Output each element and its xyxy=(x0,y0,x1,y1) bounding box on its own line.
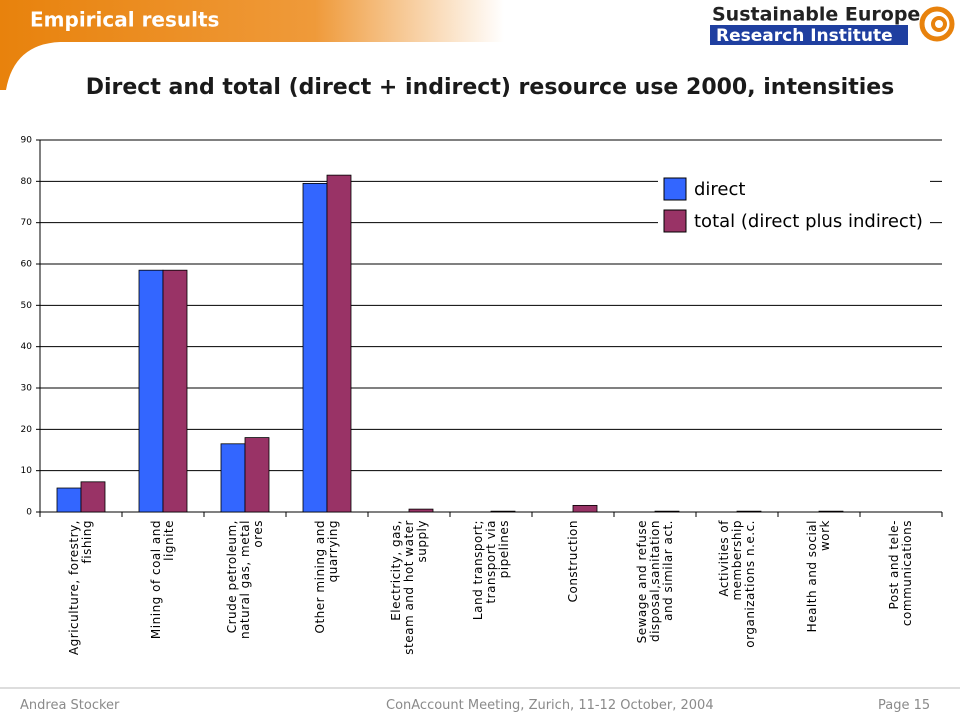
section-title: Empirical results xyxy=(30,8,219,32)
logo-swirl-inner xyxy=(931,16,947,32)
y-tick-label: 80 xyxy=(21,177,33,187)
header-band xyxy=(0,0,700,90)
bar xyxy=(736,510,762,513)
x-tick-label-box: Other mining and quarrying xyxy=(305,520,349,660)
y-tick-label: 60 xyxy=(21,260,33,270)
y-tick-label: 50 xyxy=(21,301,33,311)
bar xyxy=(220,443,246,513)
bar xyxy=(408,508,434,513)
y-tick-label: 20 xyxy=(21,425,33,435)
bar xyxy=(244,437,270,513)
x-tick-label-box: Construction xyxy=(551,520,595,660)
x-tick-label: Sewage and refuse disposal,sanitation an… xyxy=(634,520,675,644)
legend-box xyxy=(658,172,930,236)
bar xyxy=(654,510,680,513)
legend-swatch xyxy=(663,209,687,233)
y-tick-label: 0 xyxy=(26,508,32,518)
y-tick-label: 70 xyxy=(21,218,33,228)
y-tick-label: 30 xyxy=(21,384,33,394)
x-tick-label-box: Post and tele-communications xyxy=(879,520,923,660)
bar xyxy=(56,487,82,513)
x-tick-label: Health and social work xyxy=(805,520,832,633)
bar xyxy=(80,481,106,513)
y-tick-label: 40 xyxy=(21,342,33,352)
footer-event: ConAccount Meeting, Zurich, 11-12 Octobe… xyxy=(386,698,714,713)
chart-title: Direct and total (direct + indirect) res… xyxy=(86,75,895,100)
footer-author: Andrea Stocker xyxy=(20,698,120,713)
bar xyxy=(572,504,598,513)
x-tick-label: Post and tele-communications xyxy=(887,520,914,627)
logo-bottom: Research Institute xyxy=(716,26,893,46)
x-tick-label-box: Mining of coal and lignite xyxy=(141,520,185,660)
x-tick-label: Mining of coal and lignite xyxy=(149,520,176,640)
x-tick-label: Land transport; transport via pipelines xyxy=(470,520,511,621)
x-tick-label-box: Crude petroleum, natural gas, metal ores xyxy=(223,520,267,660)
x-tick-label-box: Electricity, gas, steam and hot water su… xyxy=(387,520,431,660)
x-tick-label: Crude petroleum, natural gas, metal ores xyxy=(224,520,265,640)
bar xyxy=(818,510,844,513)
x-tick-label: Activities of membership organizations n… xyxy=(716,520,757,648)
bar xyxy=(138,269,164,513)
x-tick-label: Agriculture, forestry, fishing xyxy=(67,520,94,656)
footer-page: Page 15 xyxy=(878,698,931,713)
x-tick-label-box: Land transport; transport via pipelines xyxy=(469,520,513,660)
legend-swatch xyxy=(663,177,687,201)
bar xyxy=(302,182,328,513)
logo-top: Sustainable Europe xyxy=(712,4,920,26)
x-tick-label: Other mining and quarrying xyxy=(313,520,340,634)
bar xyxy=(162,269,188,513)
legend-label: total (direct plus indirect) xyxy=(694,211,923,232)
x-tick-label: Construction xyxy=(565,520,580,603)
y-tick-label: 90 xyxy=(21,136,33,146)
x-tick-label-box: Agriculture, forestry, fishing xyxy=(59,520,103,660)
logo-box xyxy=(710,25,908,45)
y-tick-label: 10 xyxy=(21,466,33,476)
bar xyxy=(326,174,352,513)
x-tick-label-box: Health and social work xyxy=(797,520,841,660)
x-tick-label-box: Activities of membership organizations n… xyxy=(715,520,759,660)
x-tick-label: Electricity, gas, steam and hot water su… xyxy=(388,520,429,655)
legend-label: direct xyxy=(694,179,745,200)
x-tick-label-box: Sewage and refuse disposal,sanitation an… xyxy=(633,520,677,660)
logo-swirl xyxy=(919,6,955,42)
bar xyxy=(490,510,516,513)
